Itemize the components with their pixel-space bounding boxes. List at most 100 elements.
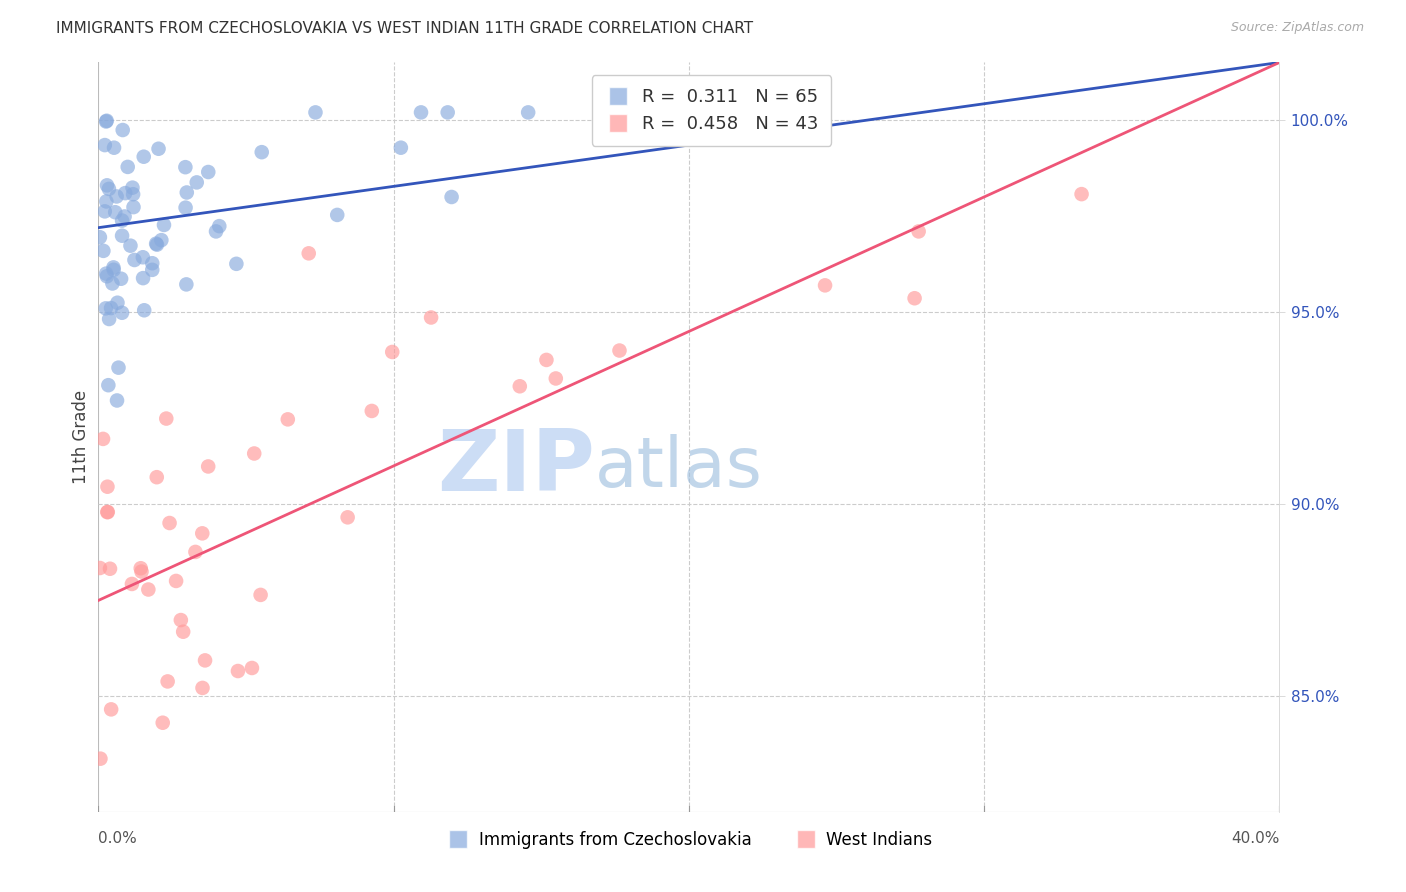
Legend: Immigrants from Czechoslovakia, West Indians: Immigrants from Czechoslovakia, West Ind… <box>439 824 939 855</box>
Point <box>205 224 228 238</box>
Point <box>225 257 247 271</box>
Point <box>903 291 925 305</box>
Point <box>103 262 125 277</box>
Point <box>159 516 181 530</box>
Point <box>240 661 263 675</box>
Point <box>94 301 117 316</box>
Point <box>153 218 176 232</box>
Point <box>89 561 111 575</box>
Point <box>124 252 146 267</box>
Text: 40.0%: 40.0% <box>1232 831 1279 846</box>
Point <box>197 165 219 179</box>
Point <box>104 205 127 219</box>
Point <box>103 260 125 275</box>
Point <box>96 505 118 519</box>
Point <box>243 446 266 460</box>
Point <box>129 561 152 575</box>
Text: IMMIGRANTS FROM CZECHOSLOVAKIA VS WEST INDIAN 11TH GRADE CORRELATION CHART: IMMIGRANTS FROM CZECHOSLOVAKIA VS WEST I… <box>56 21 754 36</box>
Point <box>152 715 174 730</box>
Point <box>277 412 299 426</box>
Point <box>197 459 219 474</box>
Point <box>111 123 134 137</box>
Point <box>336 510 359 524</box>
Point <box>148 142 170 156</box>
Point <box>440 190 463 204</box>
Point <box>117 160 139 174</box>
Point <box>98 312 121 326</box>
Point <box>132 150 155 164</box>
Point <box>114 210 136 224</box>
Point <box>111 228 134 243</box>
Point <box>509 379 531 393</box>
Point <box>97 182 120 196</box>
Text: 0.0%: 0.0% <box>98 831 138 846</box>
Point <box>536 352 558 367</box>
Point <box>249 588 271 602</box>
Point <box>191 681 214 695</box>
Point <box>176 277 198 292</box>
Point <box>544 371 567 385</box>
Point <box>155 411 177 425</box>
Point <box>89 752 111 766</box>
Point <box>89 230 111 244</box>
Point <box>100 702 122 716</box>
Point <box>150 233 173 247</box>
Point <box>132 271 155 285</box>
Point <box>94 114 117 128</box>
Text: Source: ZipAtlas.com: Source: ZipAtlas.com <box>1230 21 1364 34</box>
Point <box>94 138 117 153</box>
Point <box>96 267 118 281</box>
Point <box>186 175 208 189</box>
Point <box>907 224 929 238</box>
Point <box>98 562 121 576</box>
Point <box>389 141 412 155</box>
Point <box>174 201 197 215</box>
Point <box>145 470 167 484</box>
Point <box>96 113 118 128</box>
Point <box>420 310 443 325</box>
Point <box>145 236 167 251</box>
Point <box>122 200 145 214</box>
Point <box>134 303 156 318</box>
Point <box>122 187 145 202</box>
Point <box>517 105 540 120</box>
Point <box>141 256 163 270</box>
Point <box>111 306 134 320</box>
Point <box>360 404 382 418</box>
Point <box>111 213 134 227</box>
Point <box>105 189 128 203</box>
Point <box>609 343 631 358</box>
Point <box>1070 187 1092 202</box>
Point <box>105 393 128 408</box>
Point <box>298 246 321 260</box>
Point <box>146 237 169 252</box>
Point <box>304 105 326 120</box>
Point <box>107 295 129 310</box>
Point <box>165 574 187 588</box>
Point <box>100 301 122 315</box>
Point <box>97 378 120 392</box>
Point <box>94 204 117 219</box>
Point <box>250 145 273 160</box>
Point <box>96 178 118 193</box>
Point <box>174 160 197 174</box>
Point <box>96 480 118 494</box>
Text: ZIP: ZIP <box>437 425 595 508</box>
Point <box>141 263 163 277</box>
Point <box>172 624 194 639</box>
Point <box>191 526 214 541</box>
Point <box>436 105 458 120</box>
Point <box>184 545 207 559</box>
Point <box>814 278 837 293</box>
Point <box>96 269 118 284</box>
Point <box>121 180 143 194</box>
Point <box>93 244 115 258</box>
Point <box>91 432 114 446</box>
Point <box>114 186 136 200</box>
Point <box>101 277 124 291</box>
Point <box>194 653 217 667</box>
Point <box>409 105 432 120</box>
Point <box>326 208 349 222</box>
Point <box>131 565 153 579</box>
Point <box>121 577 143 591</box>
